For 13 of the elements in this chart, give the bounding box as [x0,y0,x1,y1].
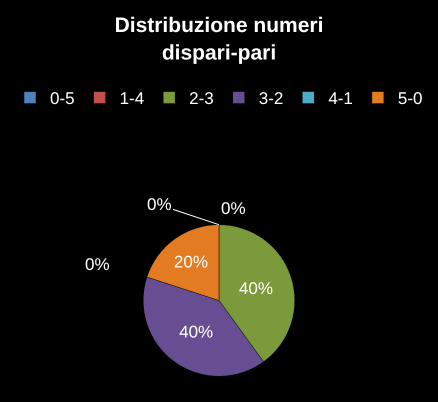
legend-label: 0-5 [50,89,75,108]
legend-label: 2-3 [189,89,214,108]
text: 0% [85,255,110,274]
text: 0% [147,195,172,214]
legend-label: 3-2 [258,89,284,108]
text: 0% [221,199,246,218]
data-label: 20% [174,252,208,272]
legend-label: 4-1 [328,89,353,108]
data-label: 40% [179,322,214,342]
chart-title: Distribuzione numeri dispari-pari [114,14,324,64]
data-label: 40% [238,278,273,298]
legend-label: 5-0 [398,89,422,108]
legend-label: 1-4 [120,89,144,108]
